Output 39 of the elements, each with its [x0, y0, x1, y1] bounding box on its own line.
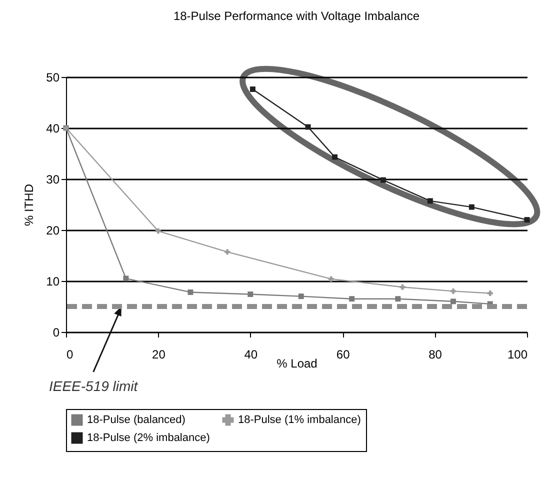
x-tick-label: 80: [428, 348, 442, 362]
point: [468, 204, 474, 210]
point: [349, 296, 355, 302]
point: [188, 289, 194, 295]
point: [450, 298, 456, 304]
y-tick-label: 40: [46, 122, 60, 136]
point: [298, 294, 304, 300]
y-axis-title: % ITHD: [22, 184, 36, 226]
x-tick-label: 60: [336, 348, 350, 362]
legend-label: 18-Pulse (2% imbalance): [87, 432, 210, 444]
y-tick-label: 10: [46, 274, 60, 288]
point: [380, 177, 386, 183]
point: [123, 276, 129, 282]
x-tick-label: 0: [66, 348, 74, 362]
y-tick-label: 30: [46, 172, 60, 186]
annotation: IEEE-519 limit: [48, 378, 139, 394]
chart-title: 18-Pulse Performance with Voltage Imbalance: [173, 9, 420, 23]
point: [328, 276, 334, 282]
point: [224, 249, 230, 255]
legend-label: 18-Pulse (1% imbalance): [238, 414, 361, 426]
point: [305, 124, 311, 130]
y-tick-label: 0: [52, 326, 60, 340]
point: [332, 154, 338, 160]
point: [487, 290, 493, 296]
point: [250, 86, 256, 92]
x-axis-title: % Load: [276, 356, 318, 370]
x-tick-label: 40: [244, 348, 258, 362]
point: [395, 296, 401, 302]
point: [524, 217, 530, 223]
x-tick-label: 20: [152, 348, 166, 362]
y-tick-label: 50: [46, 70, 60, 84]
point: [450, 288, 456, 294]
point: [155, 228, 161, 234]
x-tick-label: 100: [507, 348, 528, 362]
y-tick-label: 20: [46, 224, 60, 238]
point: [248, 292, 254, 297]
point: [427, 198, 433, 204]
point: [400, 284, 406, 290]
legend-label: 18-Pulse (balanced): [87, 414, 186, 426]
